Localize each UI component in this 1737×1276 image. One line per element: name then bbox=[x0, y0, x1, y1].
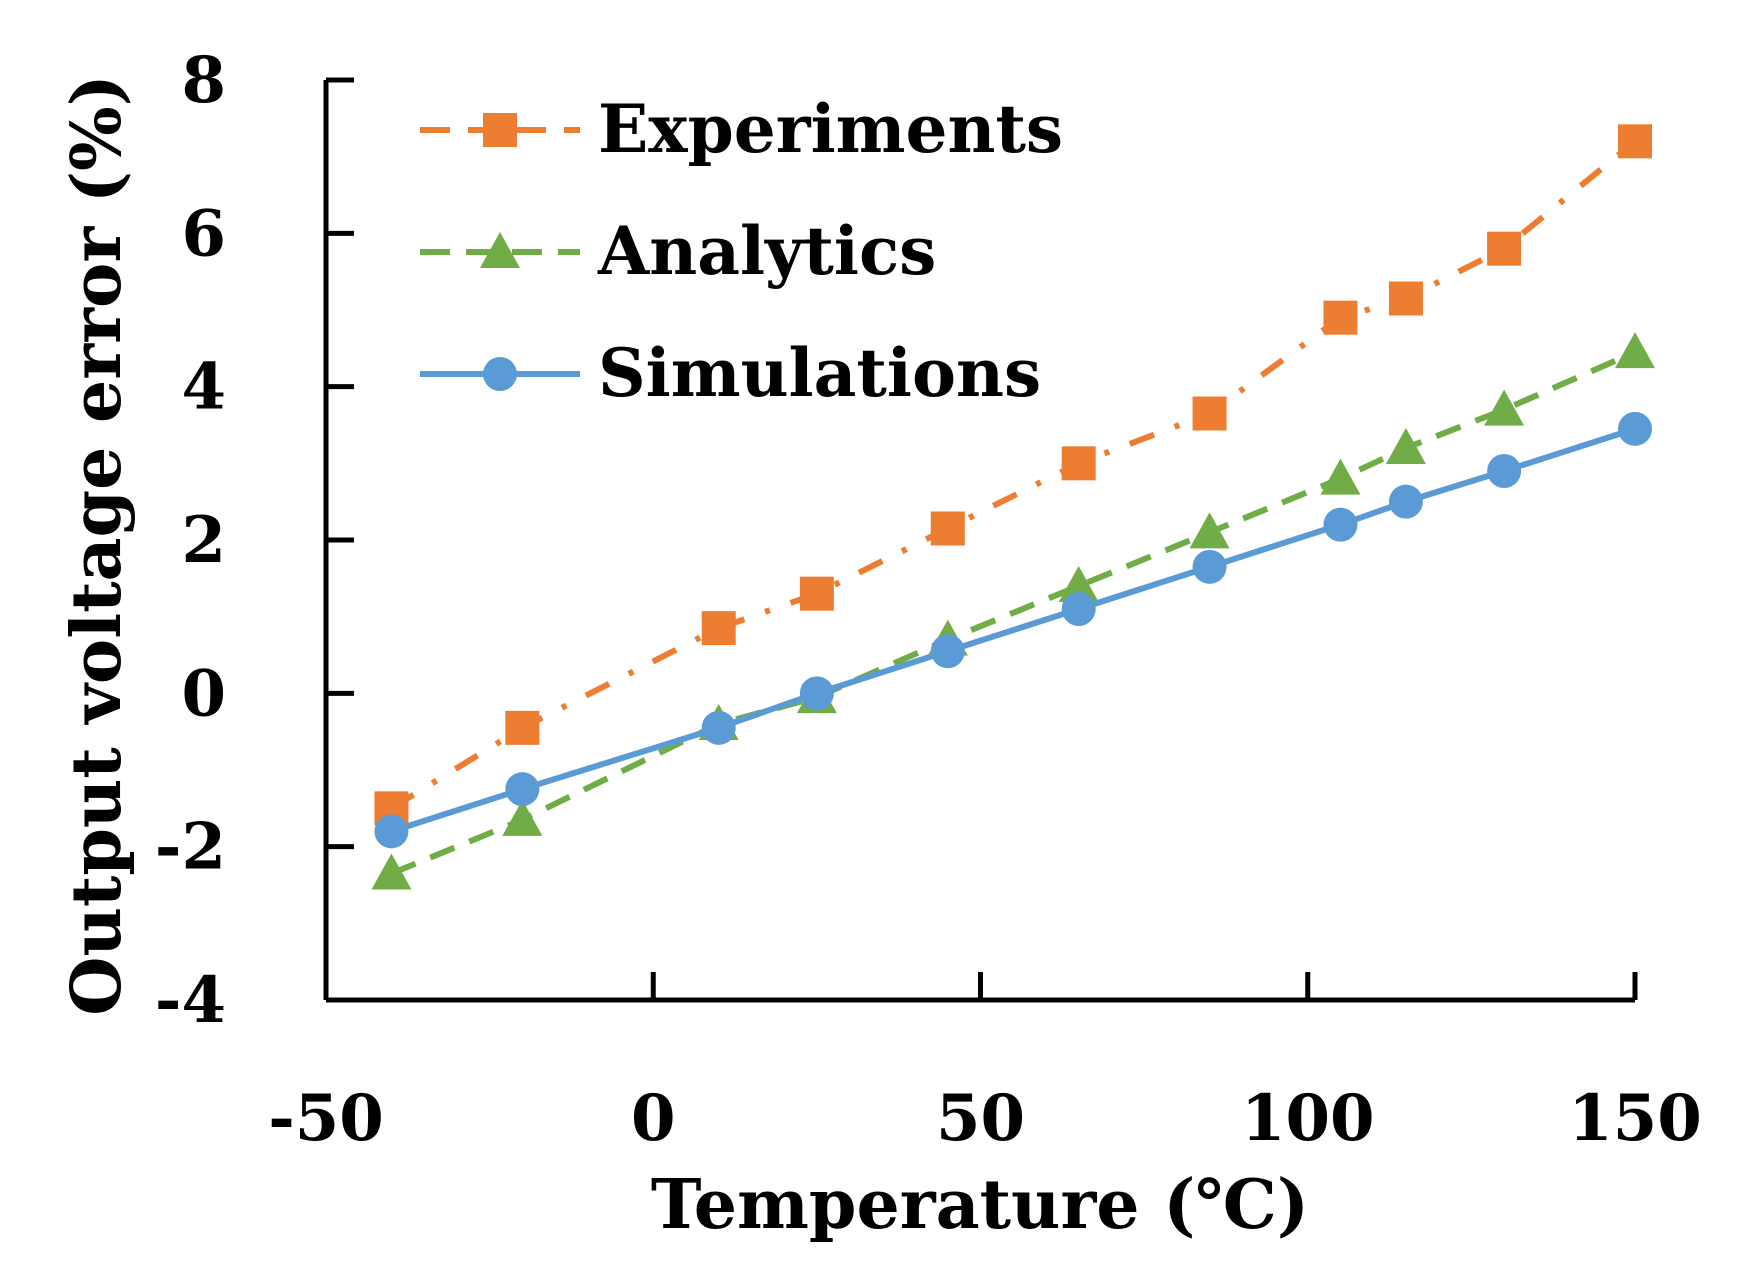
data-point-simulations bbox=[505, 772, 540, 807]
y-tick-label: 8 bbox=[181, 43, 226, 118]
legend-item-experiments: Experiments bbox=[420, 90, 1063, 168]
data-point-simulations bbox=[930, 634, 965, 669]
data-point-experiments bbox=[1618, 124, 1652, 159]
y-tick-label: -4 bbox=[155, 963, 226, 1038]
x-tick-label: 150 bbox=[1568, 1081, 1702, 1156]
x-tick-label: 100 bbox=[1241, 1081, 1375, 1156]
y-tick-label: -2 bbox=[155, 810, 226, 885]
y-tick-label: 0 bbox=[181, 656, 226, 731]
legend-marker-analytics bbox=[480, 232, 520, 268]
data-point-simulations bbox=[1388, 484, 1423, 519]
data-point-analytics bbox=[1484, 389, 1525, 426]
legend: Experiments Analytics Simulations bbox=[420, 90, 1063, 412]
legend-item-analytics: Analytics bbox=[420, 212, 936, 290]
legend-label-simulations: Simulations bbox=[598, 334, 1041, 412]
x-tick-label: -50 bbox=[268, 1081, 384, 1156]
legend-marker-simulations bbox=[483, 357, 517, 391]
axes: -4 -2 0 2 4 6 8 -50 0 50 100 150 bbox=[155, 43, 1702, 1156]
legend-item-simulations: Simulations bbox=[420, 334, 1041, 412]
data-point-simulations bbox=[1061, 592, 1096, 626]
y-axis-title: Output voltage error (%) bbox=[57, 74, 137, 1016]
data-point-experiments bbox=[1061, 446, 1096, 481]
series-line-simulations bbox=[390, 425, 1636, 835]
data-point-analytics bbox=[1058, 566, 1099, 602]
x-tick-label: 0 bbox=[631, 1081, 676, 1156]
data-point-simulations bbox=[701, 710, 736, 745]
data-point-experiments bbox=[799, 576, 834, 611]
data-point-simulations bbox=[1618, 411, 1652, 446]
data-point-experiments bbox=[1192, 396, 1227, 431]
data-point-simulations bbox=[374, 814, 409, 849]
y-tick-label: 4 bbox=[181, 350, 226, 425]
series-analytics bbox=[371, 332, 1655, 890]
data-point-analytics bbox=[502, 799, 543, 836]
data-point-analytics bbox=[1615, 332, 1655, 369]
x-axis-title: Temperature (℃) bbox=[651, 1165, 1309, 1245]
data-point-experiments bbox=[1487, 231, 1522, 266]
data-point-experiments bbox=[1323, 300, 1358, 335]
legend-marker-experiments bbox=[483, 113, 517, 147]
x-tick-label: 50 bbox=[936, 1081, 1025, 1156]
data-point-simulations bbox=[1192, 549, 1227, 584]
y-tick-label: 2 bbox=[181, 503, 226, 578]
legend-label-analytics: Analytics bbox=[597, 212, 936, 290]
data-point-experiments bbox=[701, 611, 736, 646]
series-experiments bbox=[374, 124, 1652, 826]
y-tick-label: 6 bbox=[181, 196, 226, 271]
data-point-experiments bbox=[1388, 281, 1423, 316]
data-point-simulations bbox=[1323, 507, 1358, 542]
series-line-experiments bbox=[389, 139, 1637, 811]
data-point-simulations bbox=[1487, 454, 1522, 488]
data-point-analytics bbox=[1189, 512, 1230, 549]
data-point-analytics bbox=[1320, 458, 1361, 495]
legend-label-experiments: Experiments bbox=[598, 90, 1063, 168]
series-line-analytics bbox=[390, 349, 1637, 877]
data-point-experiments bbox=[505, 710, 540, 745]
data-point-simulations bbox=[799, 676, 834, 711]
data-point-experiments bbox=[930, 511, 965, 546]
data-point-analytics bbox=[1385, 428, 1426, 464]
data-point-analytics bbox=[371, 853, 412, 890]
series-simulations bbox=[374, 411, 1652, 849]
series-layer bbox=[371, 124, 1655, 890]
